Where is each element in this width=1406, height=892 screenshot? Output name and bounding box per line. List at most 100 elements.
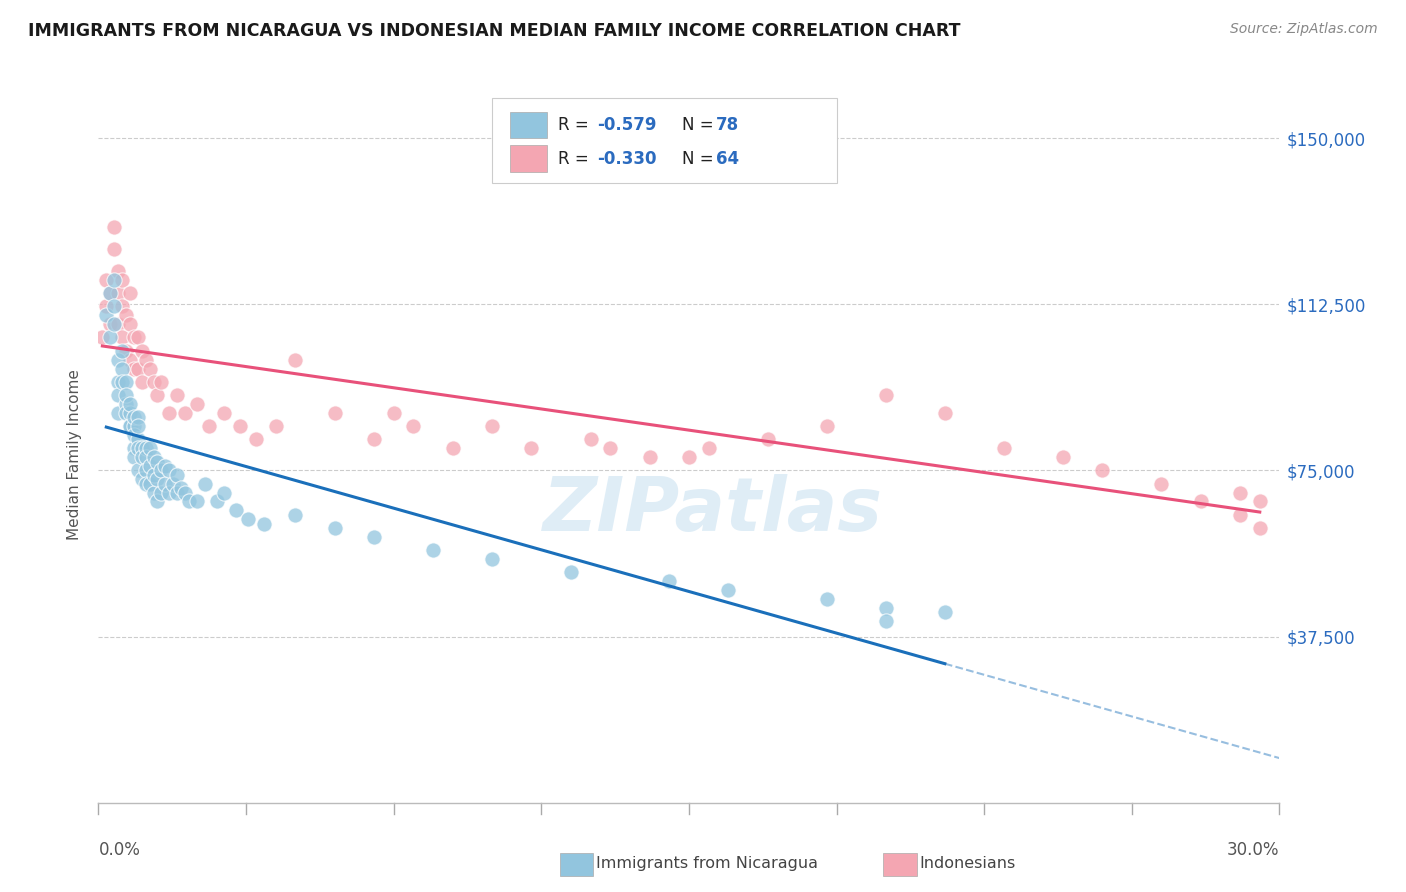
Text: -0.330: -0.330	[598, 150, 657, 168]
Point	[875, 388, 897, 402]
Point	[107, 317, 129, 331]
Point	[214, 485, 236, 500]
Point	[122, 330, 145, 344]
Point	[131, 343, 153, 358]
Point	[138, 442, 160, 456]
Point	[142, 485, 165, 500]
Point	[323, 406, 346, 420]
Point	[111, 273, 134, 287]
Point	[131, 375, 153, 389]
Point	[658, 574, 681, 589]
Point	[678, 450, 700, 464]
Point	[118, 352, 141, 367]
Point	[118, 317, 141, 331]
Point	[205, 494, 228, 508]
Point	[127, 463, 149, 477]
Point	[107, 352, 129, 367]
Point	[122, 442, 145, 456]
Point	[122, 428, 145, 442]
Point	[146, 388, 169, 402]
Point	[135, 442, 157, 456]
Point	[127, 330, 149, 344]
Point	[138, 458, 160, 473]
Text: Source: ZipAtlas.com: Source: ZipAtlas.com	[1230, 22, 1378, 37]
Point	[131, 442, 153, 456]
Point	[520, 442, 543, 456]
Point	[166, 388, 188, 402]
Point	[98, 330, 121, 344]
Point	[107, 264, 129, 278]
Point	[225, 503, 247, 517]
Point	[815, 419, 838, 434]
Point	[142, 375, 165, 389]
Point	[756, 433, 779, 447]
Text: ZIPatlas: ZIPatlas	[543, 474, 883, 547]
Point	[107, 375, 129, 389]
Point	[118, 406, 141, 420]
Point	[103, 219, 125, 234]
Point	[236, 512, 259, 526]
Point	[96, 300, 118, 314]
Point	[186, 494, 208, 508]
Point	[194, 476, 217, 491]
Point	[146, 454, 169, 468]
Point	[875, 614, 897, 628]
Point	[118, 397, 141, 411]
Point	[107, 388, 129, 402]
Point	[111, 361, 134, 376]
Point	[1249, 494, 1271, 508]
Point	[98, 286, 121, 301]
Text: IMMIGRANTS FROM NICARAGUA VS INDONESIAN MEDIAN FAMILY INCOME CORRELATION CHART: IMMIGRANTS FROM NICARAGUA VS INDONESIAN …	[28, 22, 960, 40]
Point	[1052, 450, 1074, 464]
Point	[115, 309, 138, 323]
Point	[118, 419, 141, 434]
Text: -0.579: -0.579	[598, 116, 657, 134]
Point	[197, 419, 219, 434]
Point	[103, 242, 125, 256]
Point	[157, 463, 180, 477]
Point	[115, 397, 138, 411]
Text: 64: 64	[716, 150, 738, 168]
Point	[638, 450, 661, 464]
Point	[98, 286, 121, 301]
Point	[481, 552, 503, 566]
Point	[157, 485, 180, 500]
Point	[422, 543, 444, 558]
Point	[107, 286, 129, 301]
Point	[363, 530, 385, 544]
Point	[91, 330, 114, 344]
Point	[229, 419, 252, 434]
Point	[579, 433, 602, 447]
Text: Indonesians: Indonesians	[920, 856, 1015, 871]
Point	[717, 583, 740, 598]
Point	[138, 361, 160, 376]
Point	[96, 309, 118, 323]
Point	[1249, 521, 1271, 535]
Point	[174, 485, 197, 500]
Point	[103, 317, 125, 331]
Point	[174, 406, 197, 420]
Point	[214, 406, 236, 420]
Point	[323, 521, 346, 535]
Point	[186, 397, 208, 411]
Point	[560, 566, 582, 580]
Point	[115, 375, 138, 389]
Point	[135, 352, 157, 367]
Point	[815, 591, 838, 606]
Point	[118, 286, 141, 301]
Point	[934, 406, 956, 420]
Point	[122, 361, 145, 376]
Point	[135, 476, 157, 491]
Point	[150, 463, 173, 477]
Text: Immigrants from Nicaragua: Immigrants from Nicaragua	[596, 856, 818, 871]
Point	[599, 442, 621, 456]
Text: R =: R =	[558, 150, 595, 168]
Point	[127, 361, 149, 376]
Point	[253, 516, 276, 531]
Point	[993, 442, 1015, 456]
Point	[131, 450, 153, 464]
Text: 78: 78	[716, 116, 738, 134]
Point	[1091, 463, 1114, 477]
Point	[1189, 494, 1212, 508]
Point	[131, 472, 153, 486]
